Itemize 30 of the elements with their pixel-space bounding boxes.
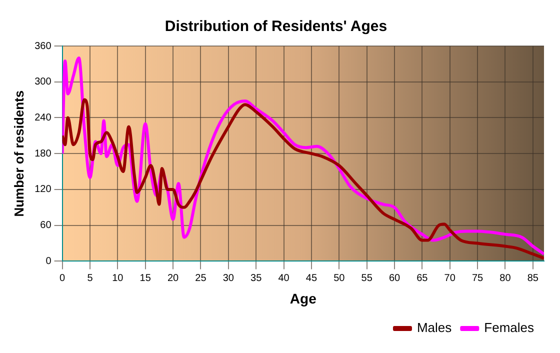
x-tick-label: 40 <box>278 272 290 284</box>
y-tick-label: 60 <box>40 220 52 232</box>
x-tick-label: 75 <box>472 272 484 284</box>
x-tick-label: 55 <box>361 272 373 284</box>
x-tick-label: 20 <box>167 272 180 284</box>
x-tick-label: 10 <box>112 272 124 284</box>
x-tick-label: 30 <box>222 272 234 284</box>
y-tick-label: 180 <box>34 148 52 160</box>
x-tick-label: 60 <box>388 272 400 284</box>
x-tick-label: 25 <box>195 272 207 284</box>
legend-label: Females <box>484 320 534 336</box>
y-axis-title: Number of residents <box>11 90 26 217</box>
x-tick-label: 65 <box>416 272 428 284</box>
x-tick-label: 80 <box>500 272 512 284</box>
chart-title: Distribution of Residents' Ages <box>164 18 388 36</box>
y-tick-label: 120 <box>34 184 52 196</box>
y-tick-label: 300 <box>34 76 52 88</box>
x-tick-label: 85 <box>527 272 539 284</box>
x-axis-title: Age <box>290 290 317 306</box>
x-tick-label: 35 <box>250 272 262 284</box>
y-tick-label: 0 <box>46 256 52 267</box>
x-tick-label: 0 <box>60 272 66 284</box>
x-tick-label: 50 <box>334 272 346 284</box>
x-tick-label: 15 <box>140 272 152 284</box>
legend-label: Males <box>416 320 452 336</box>
x-tick-label: 5 <box>87 272 94 284</box>
y-tick-label: 360 <box>34 40 52 52</box>
x-tick-label: 45 <box>306 272 318 284</box>
x-tick-label: 70 <box>444 272 456 284</box>
y-tick-label: 240 <box>34 112 52 124</box>
